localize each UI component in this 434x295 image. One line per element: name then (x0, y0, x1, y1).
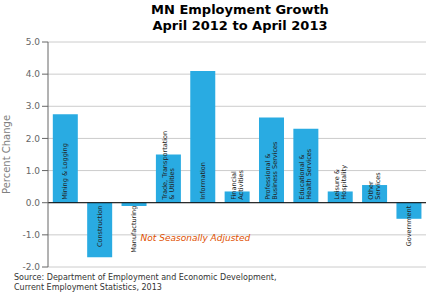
html-text:Current Employment Statistics,: Current Employment Statistics, 2013 (14, 283, 162, 292)
svg-text:Construction: Construction (96, 206, 104, 247)
svg-text:Health Services: Health Services (305, 148, 313, 199)
svg-text:Manufacturing: Manufacturing (130, 206, 138, 253)
html-text:Not Seasonally Adjusted: Not Seasonally Adjusted (140, 233, 251, 244)
svg-text:5.0: 5.0 (26, 37, 41, 47)
svg-text:Educational &: Educational & (298, 154, 307, 200)
svg-text:Percent Change: Percent Change (8, 115, 12, 194)
svg-text:2.0: 2.0 (26, 134, 41, 144)
svg-text:Professional &: Professional & (264, 153, 272, 200)
svg-text:Activities: Activities (237, 169, 245, 199)
svg-text:Leisure &: Leisure & (332, 169, 341, 200)
html-text:April 2012 to April 2013: April 2012 to April 2013 (152, 18, 328, 33)
svg-text:1.0: 1.0 (26, 166, 41, 176)
svg-text:Financial: Financial (229, 171, 238, 200)
svg-text:Mining & Logging: Mining & Logging (61, 143, 69, 200)
svg-text:Business Services: Business Services (271, 141, 279, 200)
svg-text:3.0: 3.0 (26, 101, 41, 111)
html-text:MN Employment Growth: MN Employment Growth (151, 2, 329, 17)
svg-text:Government: Government (405, 205, 413, 246)
svg-text:-1.0: -1.0 (22, 230, 40, 240)
svg-text:& Utilities: & Utilities (168, 168, 176, 200)
svg-text:4.0: 4.0 (26, 69, 41, 79)
svg-text:Information: Information (199, 162, 207, 200)
svg-text:Other: Other (367, 181, 376, 200)
svg-text:Hospitality: Hospitality (340, 165, 348, 200)
html-text:Source: Department of Employme: Source: Department of Employment and Eco… (14, 273, 277, 282)
svg-text:-2.0: -2.0 (22, 262, 40, 271)
svg-text:Services: Services (374, 172, 382, 200)
svg-text:Trade, Transportation: Trade, Transportation (160, 130, 169, 200)
svg-text:0.0: 0.0 (26, 198, 41, 208)
